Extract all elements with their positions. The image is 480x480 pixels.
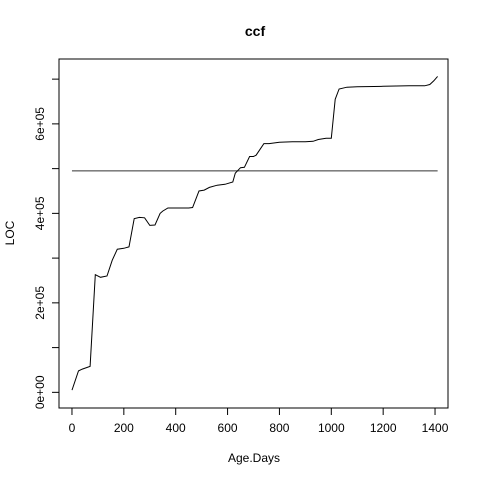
plot-frame bbox=[58, 58, 449, 409]
y-axis-title: LOC bbox=[3, 220, 17, 245]
x-tick-label: 600 bbox=[218, 421, 238, 435]
y-axis: 0e+00 2e+05 4e+05 6e+05 bbox=[33, 78, 60, 409]
chart-title: ccf bbox=[245, 23, 266, 39]
x-tick-label: 1000 bbox=[318, 421, 345, 435]
y-tick-label: 0e+00 bbox=[33, 375, 47, 409]
x-tick-label: 400 bbox=[166, 421, 186, 435]
y-tick-label: 6e+05 bbox=[33, 107, 47, 141]
x-axis: 0 200 400 600 800 1000 1200 1400 bbox=[69, 407, 449, 435]
x-tick-label: 0 bbox=[69, 421, 76, 435]
loc-series-line bbox=[71, 76, 438, 391]
x-tick-label: 1400 bbox=[422, 421, 449, 435]
x-tick-label: 200 bbox=[114, 421, 134, 435]
y-tick-label: 2e+05 bbox=[33, 286, 47, 320]
x-tick-label: 1200 bbox=[370, 421, 397, 435]
x-axis-title: Age.Days bbox=[228, 451, 280, 465]
x-tick-label: 800 bbox=[269, 421, 289, 435]
y-tick-label: 4e+05 bbox=[33, 196, 47, 230]
